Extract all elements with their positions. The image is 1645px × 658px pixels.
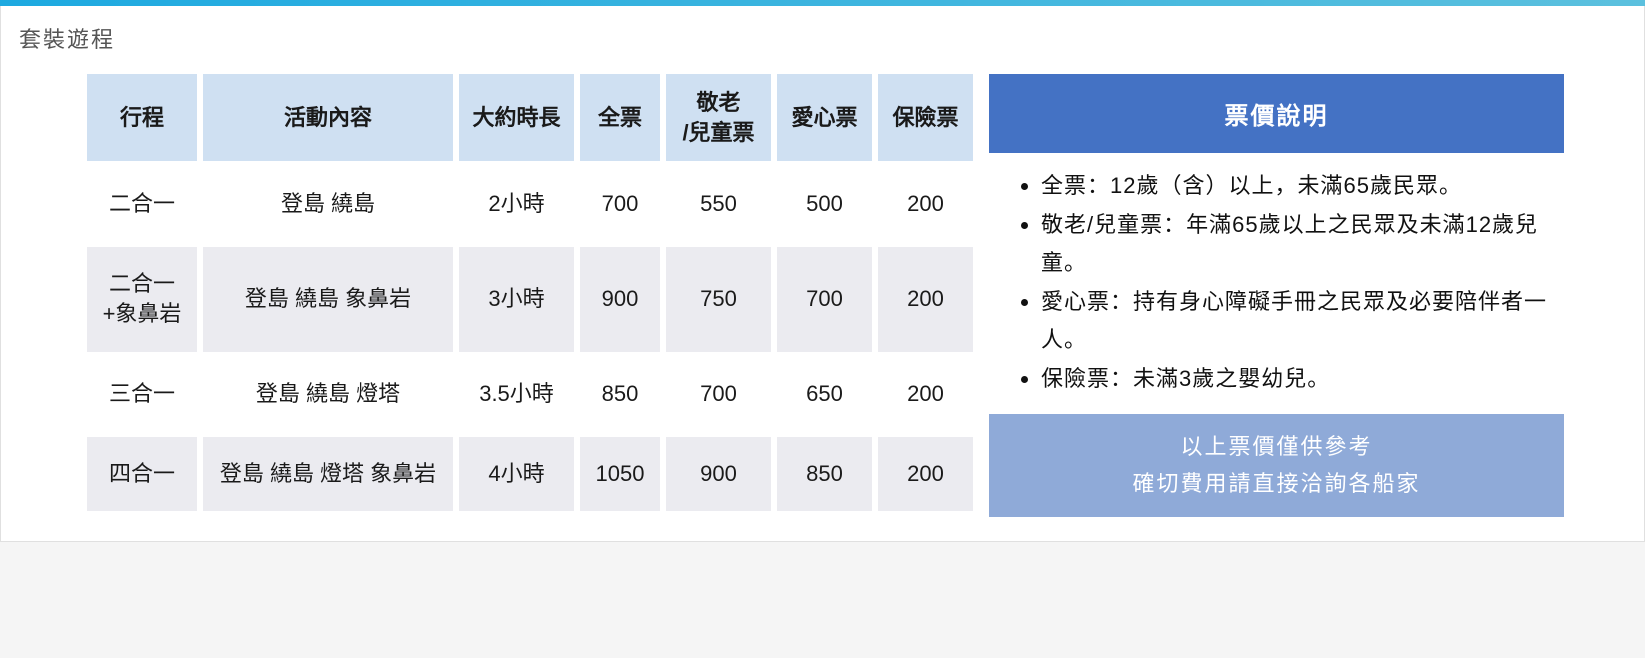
cell-activity: 登島 繞島 燈塔 象鼻岩 xyxy=(203,437,453,510)
cell-activity: 登島 繞島 燈塔 xyxy=(203,358,453,431)
cell-love: 500 xyxy=(777,167,872,240)
cell-itinerary: 二合一+象鼻岩 xyxy=(87,247,197,352)
package-section: 套裝遊程 行程 活動內容 大約時長 全票 敬老/兒童票 愛心票 保險票 二合一 … xyxy=(0,6,1645,542)
cell-duration: 3.5小時 xyxy=(459,358,574,431)
cell-senior: 750 xyxy=(666,247,771,352)
description-item: 敬老/兒童票：年滿65歲以上之民眾及未滿12歲兒童。 xyxy=(1041,206,1550,283)
description-note: 以上票價僅供參考 確切費用請直接洽詢各船家 xyxy=(989,414,1564,517)
description-panel: 票價說明 全票：12歲（含）以上，未滿65歲民眾。 敬老/兒童票：年滿65歲以上… xyxy=(989,74,1564,517)
cell-itinerary: 四合一 xyxy=(87,437,197,510)
col-header-itinerary: 行程 xyxy=(87,74,197,161)
table-row: 二合一+象鼻岩 登島 繞島 象鼻岩 3小時 900 750 700 200 xyxy=(87,247,973,352)
cell-full: 900 xyxy=(580,247,660,352)
col-header-senior: 敬老/兒童票 xyxy=(666,74,771,161)
description-list: 全票：12歲（含）以上，未滿65歲民眾。 敬老/兒童票：年滿65歲以上之民眾及未… xyxy=(1003,167,1550,398)
cell-full: 1050 xyxy=(580,437,660,510)
col-header-insure: 保險票 xyxy=(878,74,973,161)
table-row: 三合一 登島 繞島 燈塔 3.5小時 850 700 650 200 xyxy=(87,358,973,431)
price-table: 行程 活動內容 大約時長 全票 敬老/兒童票 愛心票 保險票 二合一 登島 繞島… xyxy=(81,68,979,517)
col-header-duration: 大約時長 xyxy=(459,74,574,161)
col-header-love: 愛心票 xyxy=(777,74,872,161)
content-row: 行程 活動內容 大約時長 全票 敬老/兒童票 愛心票 保險票 二合一 登島 繞島… xyxy=(19,68,1626,517)
description-note-line2: 確切費用請直接洽詢各船家 xyxy=(999,465,1554,502)
cell-love: 700 xyxy=(777,247,872,352)
cell-senior: 900 xyxy=(666,437,771,510)
table-row: 二合一 登島 繞島 2小時 700 550 500 200 xyxy=(87,167,973,240)
cell-senior: 700 xyxy=(666,358,771,431)
cell-love: 650 xyxy=(777,358,872,431)
description-note-line1: 以上票價僅供參考 xyxy=(999,428,1554,465)
cell-love: 850 xyxy=(777,437,872,510)
cell-insure: 200 xyxy=(878,358,973,431)
cell-itinerary: 三合一 xyxy=(87,358,197,431)
cell-full: 700 xyxy=(580,167,660,240)
col-header-activity: 活動內容 xyxy=(203,74,453,161)
description-body: 全票：12歲（含）以上，未滿65歲民眾。 敬老/兒童票：年滿65歲以上之民眾及未… xyxy=(989,153,1564,414)
section-title: 套裝遊程 xyxy=(19,22,1626,54)
cell-insure: 200 xyxy=(878,247,973,352)
description-item: 全票：12歲（含）以上，未滿65歲民眾。 xyxy=(1041,167,1550,206)
description-header: 票價說明 xyxy=(989,74,1564,153)
cell-duration: 4小時 xyxy=(459,437,574,510)
cell-activity: 登島 繞島 xyxy=(203,167,453,240)
col-header-full: 全票 xyxy=(580,74,660,161)
cell-itinerary: 二合一 xyxy=(87,167,197,240)
table-row: 四合一 登島 繞島 燈塔 象鼻岩 4小時 1050 900 850 200 xyxy=(87,437,973,510)
cell-insure: 200 xyxy=(878,437,973,510)
description-item: 保險票：未滿3歲之嬰幼兒。 xyxy=(1041,360,1550,399)
cell-duration: 3小時 xyxy=(459,247,574,352)
description-item: 愛心票：持有身心障礙手冊之民眾及必要陪伴者一人。 xyxy=(1041,283,1550,360)
table-header-row: 行程 活動內容 大約時長 全票 敬老/兒童票 愛心票 保險票 xyxy=(87,74,973,161)
cell-activity: 登島 繞島 象鼻岩 xyxy=(203,247,453,352)
cell-senior: 550 xyxy=(666,167,771,240)
cell-duration: 2小時 xyxy=(459,167,574,240)
cell-insure: 200 xyxy=(878,167,973,240)
cell-full: 850 xyxy=(580,358,660,431)
